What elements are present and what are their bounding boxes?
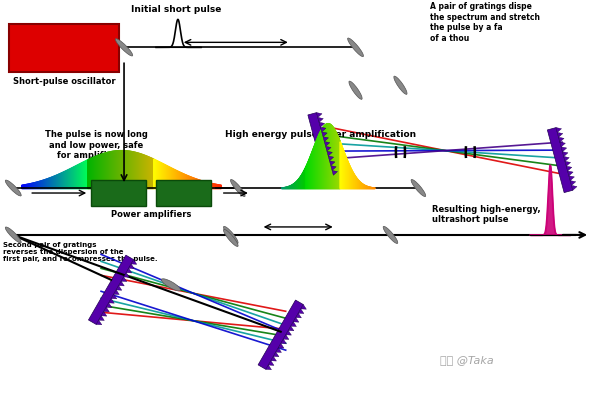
Polygon shape	[126, 268, 132, 273]
Polygon shape	[298, 309, 304, 314]
Bar	[156, 180, 211, 206]
Polygon shape	[322, 132, 327, 137]
Polygon shape	[572, 186, 577, 190]
Polygon shape	[319, 122, 325, 127]
Polygon shape	[283, 335, 289, 340]
Polygon shape	[119, 281, 124, 286]
Ellipse shape	[115, 39, 133, 56]
Text: Initial short pulse: Initial short pulse	[131, 6, 221, 14]
Polygon shape	[286, 330, 292, 335]
Text: Second pair of gratings
reverses the dispersion of the
first pair, and recompres: Second pair of gratings reverses the dis…	[3, 242, 158, 262]
Polygon shape	[104, 307, 109, 312]
Polygon shape	[291, 322, 296, 326]
Polygon shape	[318, 118, 323, 122]
Polygon shape	[289, 326, 294, 331]
Text: The pulse is now long
and low power, safe
for amplification: The pulse is now long and low power, saf…	[44, 130, 148, 160]
Polygon shape	[324, 142, 330, 146]
Polygon shape	[109, 298, 114, 303]
Polygon shape	[326, 146, 331, 151]
Ellipse shape	[5, 180, 21, 196]
Polygon shape	[293, 318, 299, 322]
Polygon shape	[568, 171, 573, 176]
Polygon shape	[547, 128, 573, 192]
Polygon shape	[258, 300, 303, 369]
Ellipse shape	[223, 229, 238, 246]
Text: A pair of gratings dispe
the spectrum and stretch
the pulse by a fa
of a thou: A pair of gratings dispe the spectrum an…	[430, 2, 541, 43]
Polygon shape	[570, 181, 575, 186]
Polygon shape	[320, 127, 326, 132]
Polygon shape	[121, 277, 127, 282]
Polygon shape	[323, 137, 328, 142]
Polygon shape	[557, 132, 563, 137]
Polygon shape	[565, 161, 571, 166]
Ellipse shape	[411, 180, 426, 196]
Polygon shape	[278, 344, 284, 348]
Polygon shape	[569, 176, 574, 181]
Polygon shape	[281, 339, 286, 344]
Polygon shape	[562, 152, 568, 156]
Polygon shape	[101, 312, 107, 316]
Polygon shape	[116, 286, 122, 290]
Text: 知乎 @Taka: 知乎 @Taka	[440, 355, 494, 365]
Polygon shape	[566, 166, 572, 171]
Polygon shape	[128, 264, 134, 269]
Bar	[9, 24, 119, 72]
Polygon shape	[111, 294, 117, 299]
Polygon shape	[328, 156, 334, 161]
Polygon shape	[124, 273, 129, 277]
Polygon shape	[561, 147, 566, 152]
Ellipse shape	[349, 81, 362, 99]
Polygon shape	[99, 316, 104, 320]
Polygon shape	[296, 313, 301, 318]
Polygon shape	[271, 356, 277, 361]
Ellipse shape	[5, 227, 21, 243]
Ellipse shape	[161, 279, 181, 291]
Polygon shape	[331, 166, 336, 170]
Ellipse shape	[230, 180, 245, 196]
Polygon shape	[564, 156, 569, 161]
Polygon shape	[560, 142, 565, 147]
Text: Power amplifiers: Power amplifiers	[111, 210, 191, 219]
Polygon shape	[274, 352, 279, 357]
Polygon shape	[327, 151, 332, 156]
Polygon shape	[308, 113, 334, 178]
Polygon shape	[329, 161, 335, 166]
Bar	[91, 180, 146, 206]
Polygon shape	[131, 260, 137, 264]
Ellipse shape	[383, 226, 398, 244]
Polygon shape	[266, 365, 271, 370]
Ellipse shape	[223, 226, 238, 244]
Ellipse shape	[394, 76, 407, 94]
Text: High energy pulse after amplification: High energy pulse after amplification	[225, 130, 416, 139]
Polygon shape	[301, 304, 307, 309]
Text: Short-pulse oscillator: Short-pulse oscillator	[13, 77, 115, 86]
Polygon shape	[332, 170, 338, 175]
Polygon shape	[556, 128, 562, 132]
Polygon shape	[96, 320, 102, 325]
Polygon shape	[276, 348, 281, 352]
Polygon shape	[559, 137, 564, 142]
Ellipse shape	[347, 38, 364, 57]
Polygon shape	[88, 255, 134, 324]
Text: Resulting high-energy,
ultrashort pulse: Resulting high-energy, ultrashort pulse	[433, 205, 541, 224]
Polygon shape	[106, 303, 112, 308]
Polygon shape	[317, 113, 322, 118]
Polygon shape	[268, 361, 274, 365]
Polygon shape	[114, 290, 119, 294]
